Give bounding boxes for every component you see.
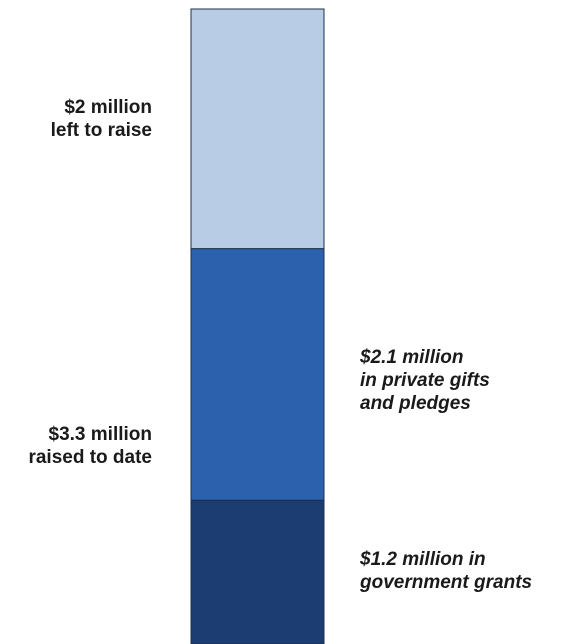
bar-segment-government-grants — [190, 499, 325, 644]
label-line: in private gifts — [360, 369, 490, 391]
bar-segment-private-gifts-and-pledges — [190, 248, 325, 501]
label-line: left to raise — [50, 119, 152, 141]
label-line: $2.1 million — [360, 346, 464, 368]
bar-segment-left-to-raise — [190, 8, 325, 250]
label-line: raised to date — [28, 447, 152, 469]
label-group-0: $3.3 million raised to date — [28, 423, 152, 469]
label-line: and pledges — [360, 392, 471, 414]
label-left-to-raise: $2 million left to raise — [51, 96, 152, 142]
label-private-gifts-and-pledges: $2.1 million in private gifts and pledges — [360, 346, 490, 415]
label-line: $3.3 million — [48, 424, 152, 446]
label-line: $1.2 million in — [360, 549, 486, 571]
label-line: $2 million — [64, 96, 152, 118]
label-government-grants: $1.2 million in government grants — [360, 548, 532, 594]
label-line: government grants — [360, 572, 533, 594]
